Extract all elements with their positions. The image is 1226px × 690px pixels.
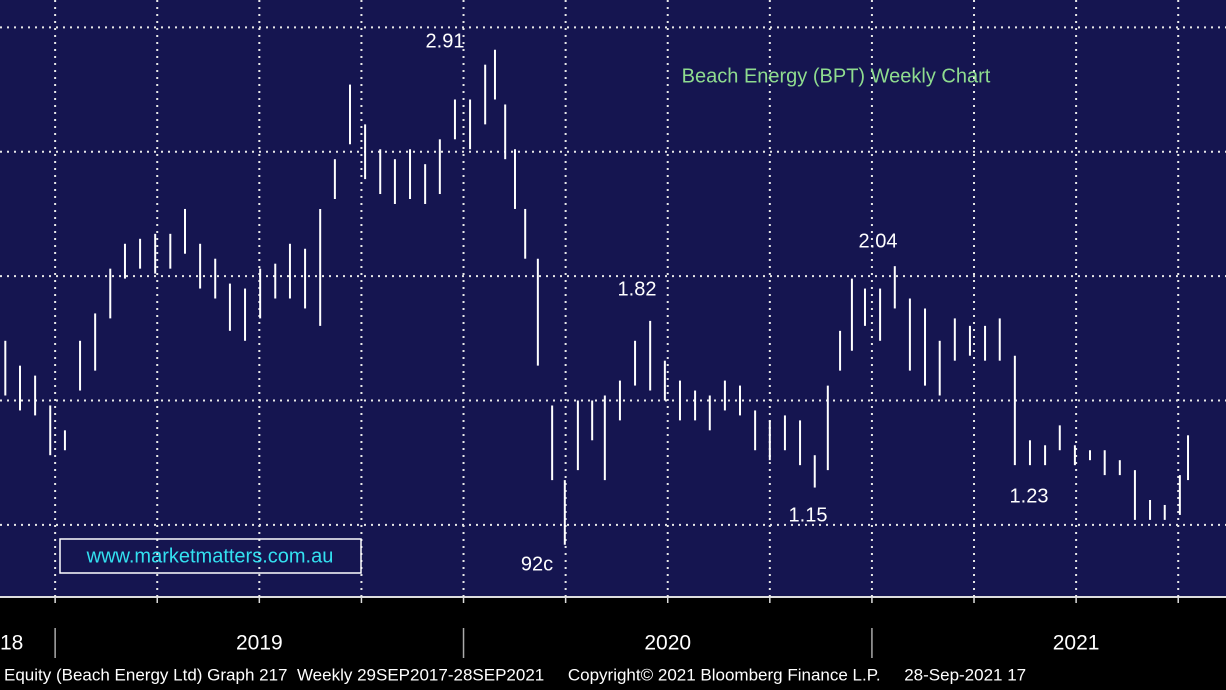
footer: Equity (Beach Energy Ltd) Graph 217 Week… bbox=[4, 665, 1026, 684]
link[interactable]: www.marketmatters.com.au bbox=[86, 545, 334, 567]
annotation: 2.04 bbox=[859, 230, 898, 252]
annotation: 92c bbox=[521, 553, 553, 575]
annotation: 1.23 bbox=[1010, 485, 1049, 507]
x-tick-label: 2020 bbox=[644, 632, 691, 655]
marks bbox=[4, 49, 1190, 545]
annotation: 1.82 bbox=[618, 278, 657, 300]
axis-strip bbox=[0, 597, 1226, 690]
x-tick-label: 2021 bbox=[1053, 632, 1100, 655]
link-box bbox=[59, 538, 362, 574]
annotation: 1.15 bbox=[789, 504, 828, 526]
x-tick-label: 2019 bbox=[236, 632, 283, 655]
plot-area bbox=[0, 0, 1226, 597]
chart-title: Beach Energy (BPT) Weekly Chart bbox=[682, 65, 991, 87]
x-tick-label: 18 bbox=[0, 632, 23, 655]
annotation: 2.91 bbox=[426, 30, 465, 52]
grid: 18 2019 2020 2021 bbox=[0, 0, 1226, 658]
